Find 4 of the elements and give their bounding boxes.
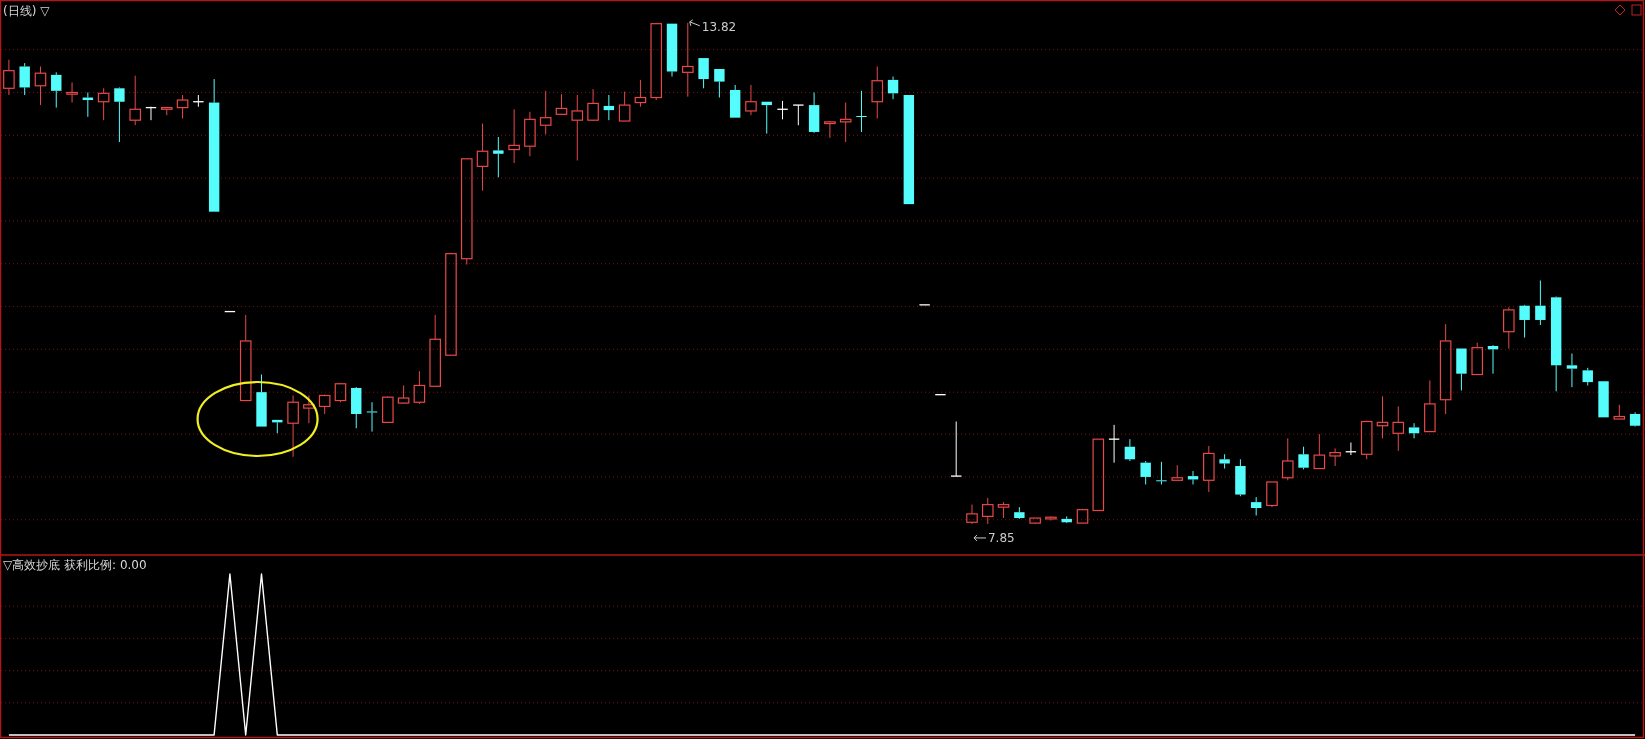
- annotation: 13.82: [701, 19, 737, 34]
- annotation: 7.85: [987, 530, 1015, 545]
- chart-title: (日线) ▽: [3, 4, 51, 18]
- chart-title: ▽高效抄底 获利比例: 0.00: [3, 558, 147, 572]
